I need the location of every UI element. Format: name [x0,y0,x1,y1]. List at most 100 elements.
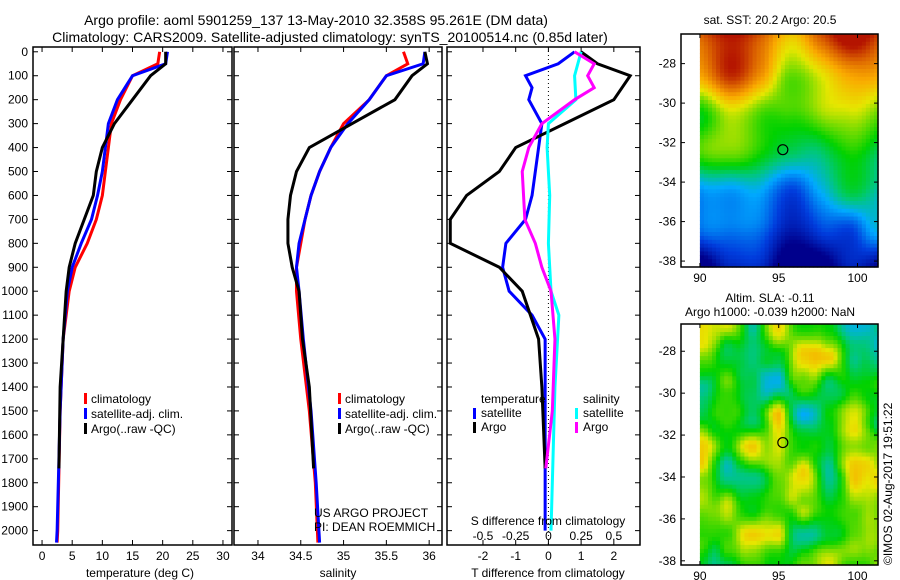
map-cell [776,480,782,486]
map-cell [740,424,746,430]
map-cell [873,169,879,175]
map-cell [833,53,839,58]
map-cell [817,384,822,389]
map-cell [837,115,843,121]
map-cell [776,131,782,136]
map-cell [809,460,814,466]
map-cell [712,49,717,55]
map-cell [720,452,725,458]
map-cell [849,123,855,128]
map-cell [699,216,705,221]
map-cell [784,37,790,43]
map-cell [760,364,766,369]
map-cell [728,177,733,183]
map-cell [756,384,762,389]
map-cell [744,251,750,256]
map-cell [756,416,762,421]
map-cell [813,142,818,148]
map-cell [744,468,750,474]
map-cell [768,496,774,502]
map-cell [736,532,741,538]
y-tick-label: -30 [659,96,677,110]
map-cell [829,96,835,101]
map-cell [728,540,733,546]
map-cell [845,243,851,249]
map-cell [829,548,835,554]
map-cell [756,61,762,66]
map-cell [760,185,766,190]
map-cell [760,348,766,353]
map-cell [732,368,737,373]
map-cell [821,440,826,446]
map-cell [780,336,786,341]
map-cell [821,400,826,405]
map-cell [699,476,705,482]
map-cell [772,336,778,341]
map-cell [873,84,879,89]
map-cell [813,336,818,341]
map-cell [829,216,835,221]
map-cell [788,216,794,221]
map-cell [793,404,798,409]
map-cell [748,380,754,385]
map-cell [748,193,754,198]
map-cell [805,92,810,97]
map-cell [833,49,839,55]
map-cell [869,224,875,229]
map-cell [788,193,794,198]
map-cell [837,348,843,353]
map-cell [793,524,798,530]
map-cell [716,173,721,179]
y-tick-label: 1500 [1,404,28,418]
map-cell [837,388,843,393]
map-cell [857,162,863,167]
map-cell [849,169,855,175]
map-cell [736,476,741,482]
map-cell [833,259,839,264]
map-cell [865,61,871,66]
map-cell [764,396,770,401]
map-cell [716,552,721,558]
map-cell [732,500,737,506]
map-cell [768,123,774,128]
map-cell [772,556,778,562]
map-cell [788,134,794,140]
map-cell [793,532,798,538]
map-cell [708,444,713,450]
map-cell [716,208,721,214]
map-cell [833,96,839,101]
map-cell [821,45,826,51]
map-cell [699,100,705,105]
map-cell [724,476,729,482]
map-cell [716,424,721,430]
map-cell [764,76,770,82]
map-cell [752,259,758,264]
map-cell [809,472,814,478]
map-cell [724,388,729,393]
x-tick-label: 35.5 [375,549,399,563]
map-cell [720,158,725,163]
map-cell [788,452,794,458]
map-cell [756,352,762,357]
map-cell [708,173,713,179]
map-cell [712,436,717,442]
map-cell [748,388,754,393]
map-cell [780,356,786,361]
map-cell [752,224,758,229]
map-cell [740,41,746,47]
map-cell [793,420,798,426]
map-cell [780,96,786,101]
map-cell [805,259,810,264]
map-cell [849,142,855,148]
map-cell [728,548,733,554]
map-cell [740,138,746,144]
map-cell [703,328,709,333]
map-cell [748,197,754,202]
map-cell [829,127,835,132]
map-cell [760,324,766,329]
map-cell [703,61,709,66]
map-cell [837,119,843,124]
map-cell [752,216,758,221]
map-cell [764,352,770,357]
map-cell [869,45,875,51]
